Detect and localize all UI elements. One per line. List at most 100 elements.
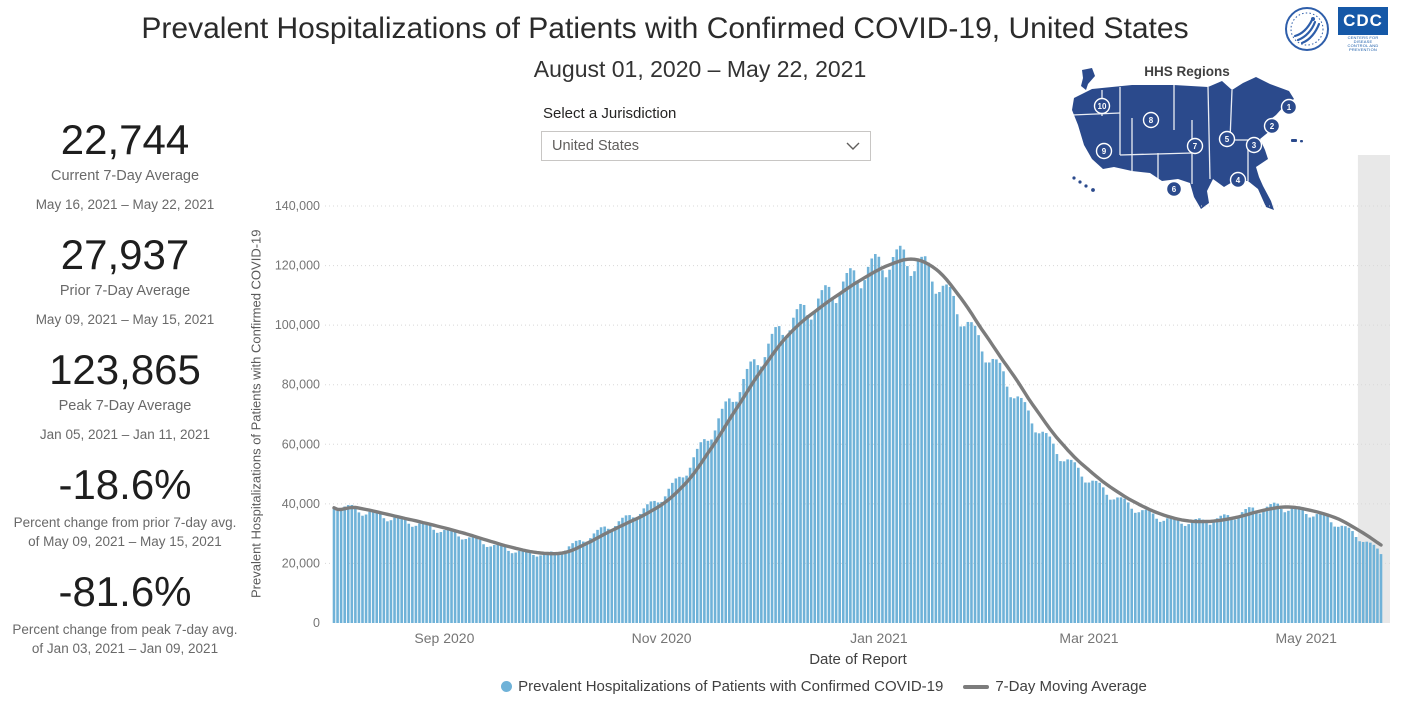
bar[interactable] [1354, 537, 1358, 623]
bar[interactable] [763, 357, 767, 623]
hhs-region-3[interactable]: 3 [1245, 136, 1263, 154]
bar[interactable] [368, 511, 371, 623]
bar[interactable] [1034, 432, 1037, 623]
bar[interactable] [1233, 519, 1237, 623]
bar[interactable] [1155, 518, 1158, 623]
bar[interactable] [1319, 513, 1322, 623]
bar[interactable] [1123, 498, 1126, 623]
bar[interactable] [489, 546, 492, 623]
bar[interactable] [1112, 499, 1116, 623]
bar[interactable] [824, 285, 827, 623]
bar[interactable] [1023, 402, 1027, 623]
bar[interactable] [1340, 525, 1344, 623]
bar[interactable] [731, 401, 735, 623]
bar[interactable] [1030, 423, 1034, 623]
bar[interactable] [1336, 526, 1340, 623]
bar[interactable] [920, 256, 923, 623]
bar[interactable] [909, 275, 913, 623]
bar[interactable] [752, 359, 756, 623]
bar[interactable] [1265, 506, 1269, 623]
bar[interactable] [970, 322, 973, 623]
legend-item-moving-average[interactable]: 7-Day Moving Average [963, 678, 1147, 695]
bar[interactable] [610, 529, 614, 623]
bar[interactable] [361, 515, 364, 623]
bar[interactable] [745, 368, 749, 623]
hhs-region-5[interactable]: 5 [1218, 130, 1236, 148]
bar[interactable] [849, 268, 852, 623]
bar[interactable] [450, 529, 453, 623]
bar[interactable] [1119, 497, 1123, 623]
bar[interactable] [478, 539, 482, 623]
bar[interactable] [339, 509, 343, 623]
bar[interactable] [443, 530, 446, 623]
bar[interactable] [1208, 524, 1212, 623]
bar[interactable] [621, 517, 624, 623]
bar[interactable] [614, 526, 617, 623]
bar[interactable] [959, 326, 963, 623]
bar[interactable] [1084, 482, 1087, 623]
bar[interactable] [1166, 518, 1169, 623]
bar[interactable] [414, 525, 418, 623]
bar[interactable] [371, 510, 375, 623]
bar[interactable] [1130, 508, 1134, 623]
bar[interactable] [439, 532, 443, 623]
bar[interactable] [1312, 516, 1315, 623]
bar[interactable] [567, 546, 571, 623]
bar[interactable] [379, 513, 382, 623]
bar[interactable] [1080, 476, 1084, 623]
bar[interactable] [1290, 507, 1294, 623]
bar[interactable] [667, 488, 671, 623]
bar[interactable] [1148, 510, 1151, 623]
bar[interactable] [674, 478, 678, 623]
bar[interactable] [635, 517, 638, 623]
bar[interactable] [866, 266, 870, 623]
hhs-region-9[interactable]: 9 [1095, 142, 1113, 160]
bar[interactable] [1041, 431, 1044, 623]
bar[interactable] [596, 529, 599, 623]
bar[interactable] [663, 496, 667, 623]
bar[interactable] [411, 526, 414, 623]
bar[interactable] [1137, 512, 1141, 623]
bar[interactable] [1297, 506, 1301, 623]
bar[interactable] [706, 440, 710, 623]
bar[interactable] [460, 539, 464, 623]
bar[interactable] [492, 544, 496, 623]
bar[interactable] [802, 304, 806, 623]
bar[interactable] [1105, 494, 1109, 623]
bar[interactable] [688, 467, 692, 623]
bar[interactable] [788, 330, 792, 623]
bar[interactable] [1379, 554, 1383, 623]
bar[interactable] [464, 539, 468, 623]
bar[interactable] [995, 359, 998, 623]
bar[interactable] [1062, 461, 1066, 623]
bar[interactable] [1326, 515, 1329, 623]
bar[interactable] [606, 528, 610, 623]
bar[interactable] [1037, 433, 1041, 623]
bar[interactable] [514, 552, 517, 623]
bar[interactable] [1212, 522, 1215, 623]
bar[interactable] [485, 546, 489, 623]
bar[interactable] [1151, 513, 1155, 623]
bar[interactable] [453, 531, 457, 623]
bar[interactable] [642, 508, 646, 623]
bar[interactable] [336, 511, 339, 623]
bar[interactable] [770, 333, 774, 623]
bar[interactable] [845, 273, 849, 623]
hhs-region-10[interactable]: 10 [1093, 97, 1111, 115]
bar[interactable] [916, 261, 920, 623]
bar[interactable] [1048, 436, 1052, 623]
bar[interactable] [1005, 386, 1009, 623]
bar[interactable] [599, 527, 603, 623]
bar[interactable] [1372, 544, 1376, 623]
bar[interactable] [906, 266, 909, 623]
bar[interactable] [471, 537, 475, 623]
bar[interactable] [963, 326, 966, 623]
bar[interactable] [1369, 542, 1372, 623]
bar[interactable] [809, 319, 813, 623]
bar[interactable] [1162, 520, 1166, 623]
bar[interactable] [1012, 398, 1016, 623]
bar[interactable] [1101, 487, 1105, 623]
bar[interactable] [1258, 513, 1262, 623]
bar[interactable] [781, 334, 785, 623]
